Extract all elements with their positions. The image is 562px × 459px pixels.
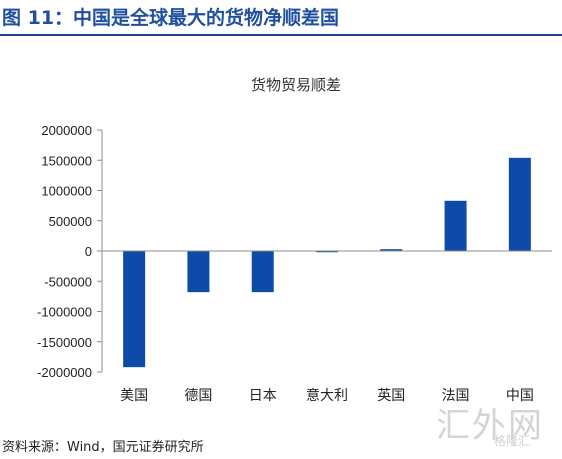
category-label: 德国 (184, 388, 212, 404)
category-label: 英国 (377, 387, 405, 404)
y-tick-label: -500000 (44, 274, 92, 289)
y-tick-label: 500000 (49, 214, 92, 229)
figure-header: 图 11：中国是全球最大的货物净顺差国 (0, 0, 562, 36)
y-tick-label: -1000000 (37, 305, 92, 320)
chart-title: 货物贸易顺差 (251, 76, 341, 94)
y-tick-label: -2000000 (37, 365, 92, 380)
y-tick-label: 1000000 (41, 184, 92, 199)
bar-5 (380, 249, 403, 251)
category-label: 日本 (249, 388, 277, 404)
bar-chart: 货物贸易顺差 2000000 1500000 1000000 500000 0 -5000… (37, 76, 552, 404)
watermark: 汇外网 (436, 406, 544, 446)
watermark-subtext: 格隆汇 (494, 434, 531, 448)
bar-2 (187, 251, 210, 293)
y-tick-label: 2000000 (41, 123, 92, 138)
bar-1 (123, 251, 146, 368)
category-label: 中国 (506, 388, 534, 404)
bar-6 (444, 200, 467, 251)
bar-3 (251, 251, 274, 293)
source-note: 资料来源：Wind，国元证券研究所 (2, 440, 204, 455)
y-axis: 2000000 1500000 1000000 500000 0 -500000 -1000… (37, 123, 103, 380)
bar-7 (508, 157, 531, 251)
category-labels: 美国 德国 日本 意大利 英国 法国 中国 (120, 387, 534, 404)
category-label: 法国 (442, 388, 470, 404)
y-tick-label: 1500000 (41, 153, 92, 168)
figure-title: 图 11：中国是全球最大的货物净顺差国 (2, 7, 340, 29)
y-tick-label: 0 (85, 244, 92, 259)
y-tick-label: -1500000 (37, 335, 92, 350)
category-label: 意大利 (306, 387, 348, 404)
bars (123, 157, 531, 368)
bar-4 (316, 251, 338, 253)
category-label: 美国 (120, 388, 148, 404)
